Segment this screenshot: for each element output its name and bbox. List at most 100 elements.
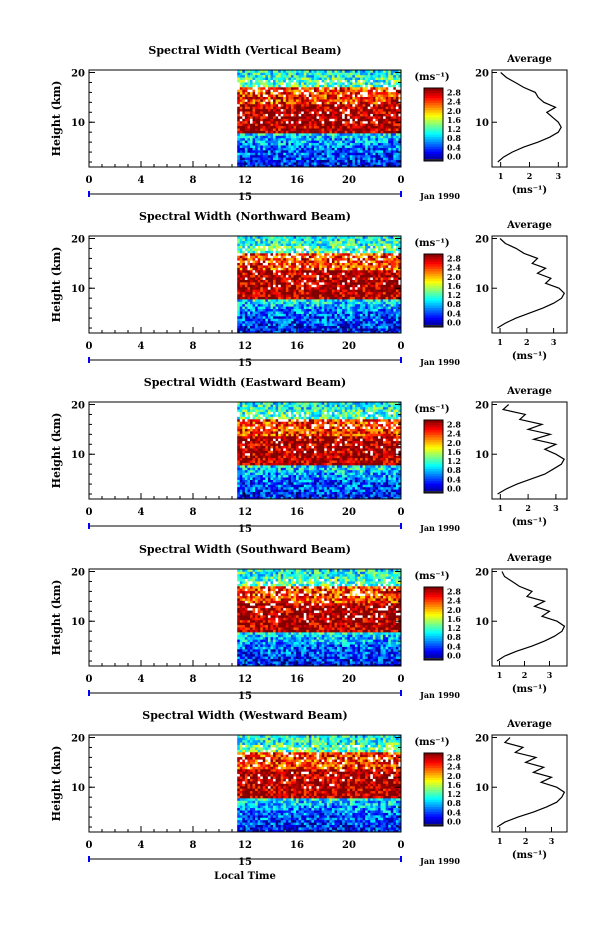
heatmap-cell (255, 306, 258, 309)
heatmap-cell (378, 255, 381, 258)
heatmap-cell (319, 75, 322, 78)
heatmap-cell (304, 152, 307, 155)
heatmap-cell (391, 275, 394, 278)
heatmap-cell (240, 294, 243, 297)
heatmap-cell (270, 138, 273, 141)
heatmap-cell (360, 97, 363, 100)
colorbar-segment (424, 105, 443, 108)
heatmap-cell (265, 304, 268, 307)
heatmap-cell (240, 309, 243, 312)
heatmap-cell (334, 326, 337, 329)
heatmap-cell (281, 318, 284, 321)
heatmap-cell (375, 157, 378, 160)
heatmap-cell (393, 270, 396, 273)
heatmap-cell (306, 152, 309, 155)
heatmap-cell (306, 89, 309, 92)
heatmap-cell (314, 121, 317, 124)
heatmap-cell (324, 297, 327, 300)
heatmap-cell (265, 102, 268, 105)
heatmap-cell (381, 102, 384, 105)
heatmap-cell (258, 258, 261, 261)
heatmap-cell (329, 157, 332, 160)
heatmap-cell (375, 89, 378, 92)
heatmap-cell (255, 104, 258, 107)
heatmap-cell (337, 260, 340, 263)
heatmap-cell (363, 328, 366, 331)
heatmap-cell (304, 157, 307, 160)
heatmap-cell (365, 77, 368, 80)
heatmap-cell (360, 311, 363, 314)
heatmap-cell (355, 280, 358, 283)
heatmap-cell (381, 126, 384, 129)
heatmap-cell (273, 119, 276, 122)
heatmap-cell (352, 328, 355, 331)
heatmap-cell (381, 119, 384, 122)
heatmap-cell (309, 306, 312, 309)
heatmap-cell (393, 314, 396, 317)
heatmap-cell (383, 148, 386, 151)
heatmap-cell (306, 85, 309, 88)
heatmap-cell (355, 99, 358, 102)
heatmap-cell (352, 253, 355, 256)
heatmap-cell (391, 97, 394, 100)
heatmap-cell (381, 75, 384, 78)
heatmap-cell (260, 316, 263, 319)
heatmap-cell (283, 294, 286, 297)
heatmap-cell (375, 114, 378, 117)
heatmap-cell (247, 270, 250, 273)
heatmap-cell (255, 94, 258, 97)
heatmap-cell (324, 282, 327, 285)
heatmap-cell (365, 258, 368, 261)
heatmap-cell (255, 304, 258, 307)
heatmap-cell (250, 121, 253, 124)
heatmap-cell (319, 297, 322, 300)
heatmap-cell (314, 299, 317, 302)
heatmap-cell (340, 109, 343, 112)
heatmap-cell (378, 299, 381, 302)
heatmap-cell (311, 77, 314, 80)
heatmap-cell (386, 326, 389, 329)
heatmap-cell (291, 311, 294, 314)
heatmap-cell (278, 268, 281, 271)
heatmap-cell (360, 246, 363, 249)
heatmap-cell (311, 92, 314, 95)
heatmap-cell (281, 99, 284, 102)
heatmap-cell (255, 123, 258, 126)
heatmap-cell (329, 272, 332, 275)
heatmap-cell (306, 299, 309, 302)
heatmap-cell (350, 109, 353, 112)
heatmap-cell (337, 116, 340, 119)
heatmap-cell (250, 128, 253, 131)
heatmap-cell (258, 140, 261, 143)
heatmap-cell (296, 152, 299, 155)
heatmap-cell (311, 97, 314, 100)
heatmap-cell (291, 152, 294, 155)
heatmap-cell (386, 111, 389, 114)
heatmap-cell (393, 80, 396, 83)
heatmap-cell (245, 272, 248, 275)
heatmap-cell (283, 275, 286, 278)
heatmap-cell (350, 301, 353, 304)
heatmap-cell (388, 289, 391, 292)
heatmap-cell (329, 292, 332, 295)
heatmap-cell (240, 277, 243, 280)
heatmap-cell (242, 306, 245, 309)
heatmap-cell (334, 143, 337, 146)
heatmap-cell (378, 121, 381, 124)
heatmap-cell (250, 326, 253, 329)
heatmap-cell (270, 143, 273, 146)
heatmap-cell (247, 297, 250, 300)
heatmap-cell (268, 275, 271, 278)
heatmap-cell (311, 255, 314, 258)
heatmap-cell (317, 157, 320, 160)
heatmap-cell (329, 94, 332, 97)
heatmap-cell (283, 326, 286, 329)
heatmap-cell (247, 148, 250, 151)
heatmap-cell (258, 143, 261, 146)
heatmap-cell (355, 104, 358, 107)
heatmap-cell (281, 82, 284, 85)
heatmap-cell (383, 99, 386, 102)
heatmap-cell (253, 75, 256, 78)
heatmap-cell (396, 89, 399, 92)
heatmap-cell (329, 85, 332, 88)
